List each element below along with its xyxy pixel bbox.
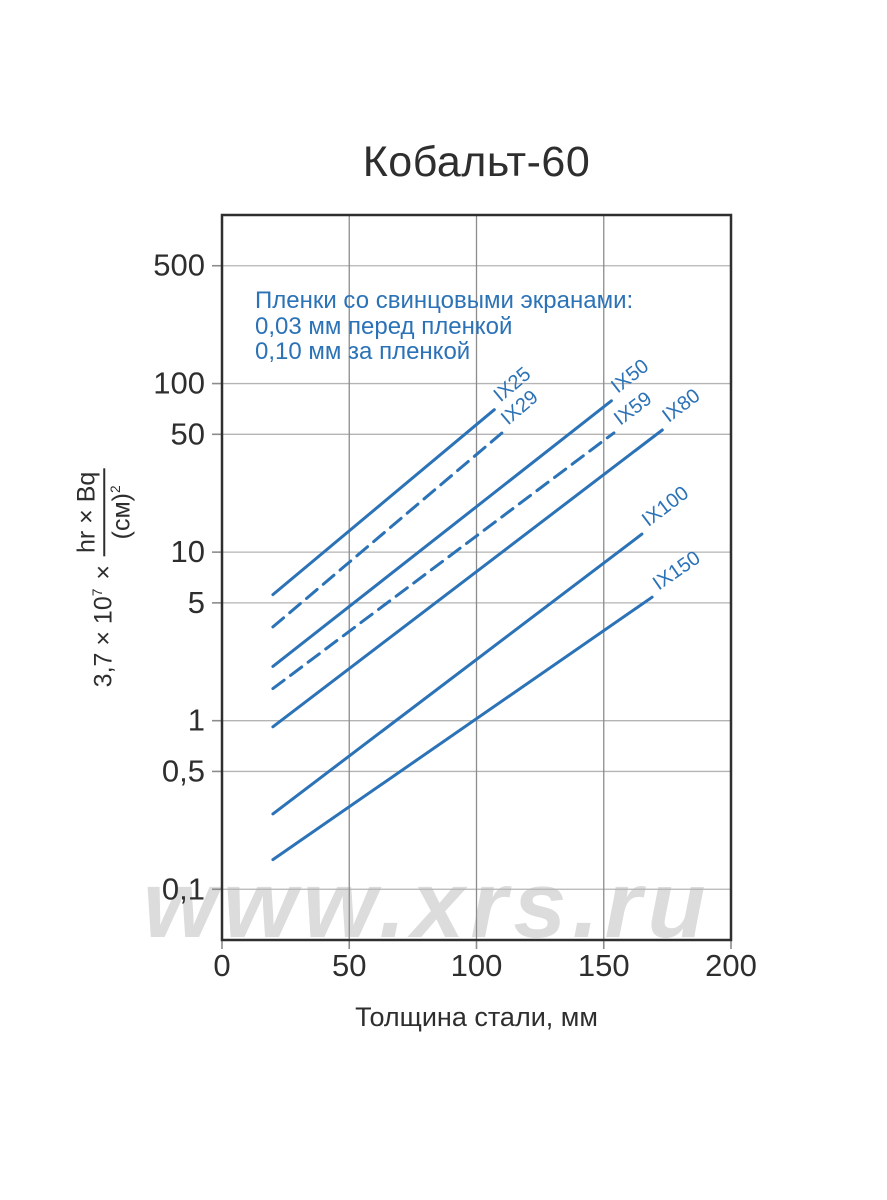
x-tick-label: 0 (213, 948, 230, 983)
series-line-IX59 (271, 431, 616, 691)
series-line-IX150 (271, 595, 654, 862)
y-tick-label: 5 (188, 585, 205, 620)
y-tick-label: 1 (188, 703, 205, 738)
fraction-numerator: hr × Bq (72, 468, 105, 556)
y-tick-label: 500 (153, 248, 205, 283)
series-line-IX25 (271, 408, 496, 597)
series-label-IX80: IX80 (658, 385, 704, 427)
x-tick-label: 200 (705, 948, 757, 983)
annotation-line-2: 0,03 мм перед пленкой (255, 312, 513, 340)
x-tick-label: 50 (332, 948, 366, 983)
plot-border (220, 213, 733, 942)
y-axis-times-sign: × (89, 564, 118, 580)
series-line-IX80 (271, 428, 664, 729)
annotation-line-3: 0,10 мм за пленкой (255, 338, 471, 365)
fraction-denominator-exponent: 2 (107, 485, 123, 493)
y-axis-coefficient: 3,7 × 107 (90, 589, 119, 688)
y-tick-label: 100 (153, 366, 205, 401)
y-tick-label: 10 (171, 534, 205, 569)
y-axis-coefficient-text: 3,7 × 10 (89, 596, 118, 688)
fraction-denominator: (см)2 (105, 469, 136, 556)
series-line-IX50 (271, 399, 613, 668)
y-tick-label: 0,5 (162, 753, 205, 788)
y-axis-title: 3,7 × 107 × hr × Bq (см)2 (72, 468, 136, 688)
x-tick-label: 100 (451, 948, 503, 983)
annotation-line-1: Пленки со свинцовыми экранами: (255, 287, 634, 314)
series-line-IX100 (271, 532, 644, 816)
y-axis-fraction: hr × Bq (см)2 (72, 468, 136, 556)
watermark: www.xrs.ru (143, 852, 712, 958)
series-label-IX150: IX150 (649, 547, 704, 595)
x-tick-label: 150 (578, 948, 630, 983)
y-tick-label: 50 (171, 416, 205, 451)
x-axis-title: Толщина стали, мм (355, 1002, 598, 1032)
series-line-IX29 (271, 431, 504, 629)
y-axis-exponent: 7 (90, 588, 106, 597)
fraction-denominator-text: (см) (107, 492, 135, 540)
series-label-IX100: IX100 (638, 482, 693, 531)
y-tick-label: 0,1 (162, 871, 205, 906)
page-title: Кобальт-60 (362, 138, 591, 186)
annotation: Пленки со свинцовыми экранами: 0,03 мм п… (255, 288, 633, 365)
